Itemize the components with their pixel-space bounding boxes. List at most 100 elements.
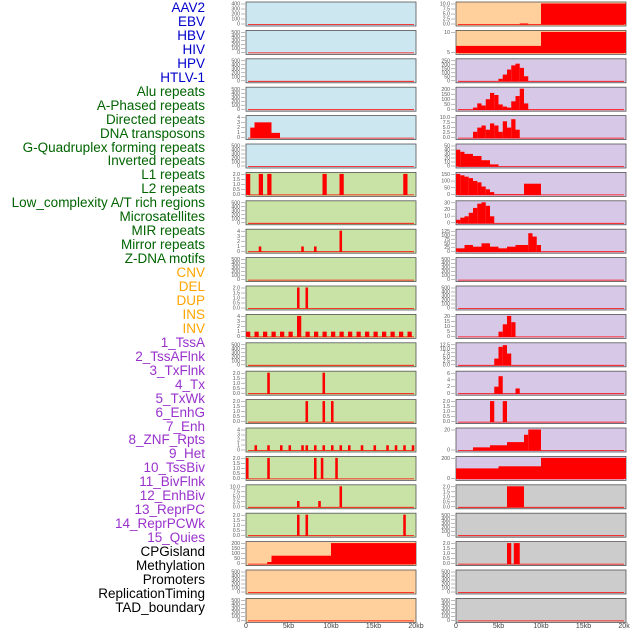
y-tick-label: 500 xyxy=(231,30,240,36)
y-tick-label: 300 xyxy=(231,38,240,44)
row-label: G-Quadruplex forming repeats xyxy=(22,139,205,155)
y-tick-label: 0 xyxy=(237,618,240,624)
y-tick-label: 1.0 xyxy=(233,466,240,472)
y-tick-label: 4 xyxy=(447,377,450,383)
left-panel-background xyxy=(245,86,417,112)
row-label: DEL xyxy=(178,279,205,294)
y-tick-label: 0.5 xyxy=(443,556,450,562)
spike-bar xyxy=(331,401,334,423)
y-tick-label: 10 xyxy=(444,30,450,36)
density-bar xyxy=(473,107,478,110)
y-tick-label: 200 xyxy=(231,12,240,18)
x-tick-label: 10kb xyxy=(533,623,548,630)
y-tick-label: 10 xyxy=(444,214,450,220)
y-tick-label: 400 xyxy=(231,34,240,40)
row-label: 15_Quies xyxy=(147,530,205,546)
spike-bar xyxy=(305,287,309,309)
density-bar xyxy=(473,246,482,252)
y-tick-label: 200 xyxy=(231,70,240,76)
row-label: HTLV-1 xyxy=(160,69,205,85)
density-bar xyxy=(271,555,331,565)
y-tick-label: 0 xyxy=(237,277,240,283)
y-tick-label: 0 xyxy=(447,306,450,312)
spike-bar xyxy=(301,246,304,252)
y-tick-label: 100 xyxy=(441,273,450,279)
y-tick-label: 100 xyxy=(231,160,240,166)
y-tick-label: 0.0 xyxy=(443,419,450,425)
spike-bar xyxy=(280,331,285,337)
y-tick-label: 100 xyxy=(231,614,240,620)
density-bar xyxy=(507,486,524,508)
y-tick-label: 4 xyxy=(237,115,240,121)
y-tick-label: 0 xyxy=(447,334,450,340)
spike-bar xyxy=(365,331,370,337)
spike-bar xyxy=(390,331,395,337)
y-tick-label: 1.0 xyxy=(233,182,240,188)
row-label: Inverted repeats xyxy=(107,153,205,169)
density-bar xyxy=(513,543,520,565)
y-tick-label: 0 xyxy=(447,448,450,454)
spike-bar xyxy=(254,445,258,451)
y-tick-label: 40 xyxy=(444,148,450,154)
density-bar xyxy=(456,468,499,479)
density-bar xyxy=(502,121,507,139)
row-labels: AAV2 EBV HBV HIV HPV HTLV-1 Alu repeats A-Phase… xyxy=(0,0,205,630)
row-label: TAD_boundary xyxy=(115,599,205,615)
left-panel-background xyxy=(245,1,417,27)
y-tick-label: 400 xyxy=(441,574,450,580)
spike-bar xyxy=(322,173,327,195)
row-label: 4_Tx xyxy=(174,376,205,392)
y-tick-label: 30 xyxy=(444,152,450,158)
y-tick-label: 400 xyxy=(231,602,240,608)
density-bar xyxy=(494,125,499,139)
row-label: 10_TssBiv xyxy=(143,460,205,476)
y-tick-label: 300 xyxy=(231,350,240,356)
y-tick-label: 400 xyxy=(231,62,240,68)
density-bar xyxy=(456,149,461,167)
y-tick-label: 150 xyxy=(441,172,450,178)
spike-bar xyxy=(267,445,270,451)
density-bar xyxy=(477,103,482,110)
density-bar xyxy=(460,175,465,195)
spike-bar xyxy=(322,445,326,451)
y-tick-label: 5.0 xyxy=(233,494,240,500)
spike-bar xyxy=(360,445,364,451)
y-tick-label: 300 xyxy=(231,7,240,13)
y-tick-label: 3 xyxy=(237,234,240,240)
y-tick-label: 100 xyxy=(441,179,450,185)
y-tick-label: 4 xyxy=(237,314,240,320)
density-bar xyxy=(498,466,541,479)
spike-bar xyxy=(305,401,309,423)
row-label: Z-DNA motifs xyxy=(124,251,205,267)
y-tick-label: 0 xyxy=(237,362,240,368)
y-tick-label: 500 xyxy=(231,570,240,576)
row-label: AAV2 xyxy=(171,0,205,15)
density-bar xyxy=(515,96,520,110)
y-tick-label: 1.5 xyxy=(443,489,450,495)
y-tick-label: 125 xyxy=(441,229,450,235)
density-bar xyxy=(490,164,499,167)
density-bar xyxy=(485,99,490,110)
density-bar xyxy=(498,331,503,337)
y-tick-label: 10.0 xyxy=(440,346,450,352)
row-label: Directed repeats xyxy=(105,111,205,127)
density-bar xyxy=(485,189,490,195)
density-bar xyxy=(490,192,495,195)
left-panel-background xyxy=(245,512,417,538)
row-label: 14_ReprPCWk xyxy=(114,516,205,532)
y-tick-label: 3 xyxy=(237,433,240,439)
row-label: ReplicationTiming xyxy=(98,585,205,601)
y-tick-label: 100 xyxy=(441,233,450,239)
left-panel-background xyxy=(245,455,417,481)
y-tick-label: 1 xyxy=(237,443,240,449)
spike-bar xyxy=(314,457,317,479)
y-tick-label: 5 xyxy=(447,50,450,56)
density-bar xyxy=(267,562,272,565)
y-tick-label: 500 xyxy=(231,257,240,263)
density-bar xyxy=(494,358,499,366)
y-tick-label: 2.0 xyxy=(443,541,450,547)
y-tick-label: 3 xyxy=(237,319,240,325)
left-panel-background xyxy=(245,228,417,254)
y-tick-label: 0.0 xyxy=(233,476,240,482)
